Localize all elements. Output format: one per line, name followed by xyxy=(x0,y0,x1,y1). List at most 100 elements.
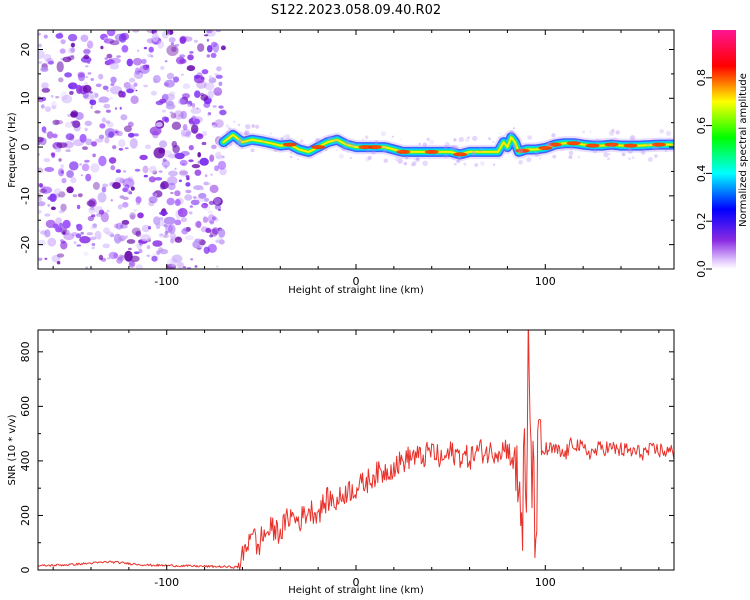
ridge-halo-speck xyxy=(456,159,460,164)
noise-blob xyxy=(86,232,94,236)
noise-blob xyxy=(116,257,123,264)
noise-blob xyxy=(111,145,117,149)
noise-blob xyxy=(119,106,122,110)
noise-blob xyxy=(38,201,46,207)
noise-blob xyxy=(41,188,48,195)
ridge-halo-speck xyxy=(371,150,376,155)
noise-blob xyxy=(44,167,55,172)
noise-blob xyxy=(179,208,183,214)
ridge-halo-speck xyxy=(606,157,611,161)
noise-blob xyxy=(148,200,155,207)
noise-blob xyxy=(216,265,219,268)
noise-blob xyxy=(192,240,201,249)
noise-blob xyxy=(67,33,78,42)
noise-blob xyxy=(133,208,137,213)
x-tick-label: 0 xyxy=(353,576,360,589)
ridge-halo-speck xyxy=(627,146,632,152)
ridge-halo-speck xyxy=(435,152,439,156)
noise-blob xyxy=(169,232,177,240)
ridge-halo-speck xyxy=(367,155,372,160)
noise-blob xyxy=(98,96,110,103)
noise-blob xyxy=(97,192,107,203)
noise-blob xyxy=(194,90,201,98)
noise-blob xyxy=(94,230,102,240)
noise-blob xyxy=(62,56,72,63)
ridge-halo-speck xyxy=(628,157,631,160)
noise-blob xyxy=(123,125,132,133)
ridge-halo-speck xyxy=(589,130,592,133)
noise-blob xyxy=(44,213,51,217)
ridge-halo-speck xyxy=(578,139,581,142)
noise-blob xyxy=(161,160,171,168)
noise-blob xyxy=(212,105,217,108)
noise-blob xyxy=(209,184,219,194)
ridge-halo-speck xyxy=(492,163,496,166)
noise-blob xyxy=(87,44,91,49)
noise-blob xyxy=(182,266,187,269)
ridge-halo-speck xyxy=(237,123,241,127)
noise-blob xyxy=(172,144,180,154)
noise-blob xyxy=(146,30,157,34)
noise-blob xyxy=(91,141,97,147)
noise-blob xyxy=(104,57,108,60)
noise-blob xyxy=(60,241,68,250)
ridge-halo-speck xyxy=(226,130,230,134)
noise-blob xyxy=(98,209,105,215)
noise-blob xyxy=(58,210,65,214)
noise-blob xyxy=(44,229,51,238)
noise-blob xyxy=(180,73,185,76)
noise-blob xyxy=(174,43,180,47)
ridge-hotspot xyxy=(547,142,562,147)
noise-blob xyxy=(64,121,73,128)
noise-blob xyxy=(63,233,75,241)
noise-blob xyxy=(150,90,157,96)
noise-blob xyxy=(38,257,43,261)
x-tick-label: 100 xyxy=(535,576,556,589)
noise-blob xyxy=(105,120,111,124)
noise-blob xyxy=(179,58,187,64)
noise-blob xyxy=(85,266,89,269)
ridge-halo-speck xyxy=(338,153,344,159)
noise-blob xyxy=(95,83,102,88)
noise-blob xyxy=(146,245,151,250)
noise-blob xyxy=(90,78,94,81)
noise-blob xyxy=(140,234,151,242)
noise-blob xyxy=(105,231,114,236)
ridge-halo-speck xyxy=(444,142,450,147)
noise-blob xyxy=(81,163,90,172)
y-tick-label: 600 xyxy=(19,396,32,417)
noise-blob xyxy=(116,130,123,137)
ridge-halo-speck xyxy=(357,143,360,145)
ridge-hotspot xyxy=(396,149,411,154)
noise-blob xyxy=(86,200,96,207)
ridge-halo-speck xyxy=(615,130,620,135)
ridge-halo-speck xyxy=(380,131,386,137)
noise-blob xyxy=(186,177,190,181)
ridge-halo-speck xyxy=(350,141,356,147)
ridge-halo-speck xyxy=(243,141,247,145)
noise-blob xyxy=(133,251,140,255)
noise-blob xyxy=(43,158,51,163)
ridge-halo-speck xyxy=(346,146,350,150)
noise-blob xyxy=(153,216,161,226)
ridge-halo-speck xyxy=(318,151,322,154)
noise-blob xyxy=(56,253,65,258)
noise-blob xyxy=(215,151,222,160)
noise-blob xyxy=(212,227,219,235)
noise-blob xyxy=(213,248,218,251)
noise-blob xyxy=(76,204,81,210)
noise-blob xyxy=(137,212,144,219)
noise-blob xyxy=(91,242,96,247)
noise-blob xyxy=(202,204,211,211)
noise-blob xyxy=(61,177,67,184)
noise-blob xyxy=(213,87,223,96)
spectral-ridge xyxy=(216,120,674,167)
colorbar-tick-label: 0.4 xyxy=(695,165,708,183)
ridge-halo-speck xyxy=(335,149,338,152)
noise-blob xyxy=(100,45,104,50)
noise-blob xyxy=(216,66,222,72)
noise-blob xyxy=(38,183,41,187)
noise-blob xyxy=(98,235,102,240)
noise-blob xyxy=(102,85,109,91)
noise-blob xyxy=(164,79,175,88)
